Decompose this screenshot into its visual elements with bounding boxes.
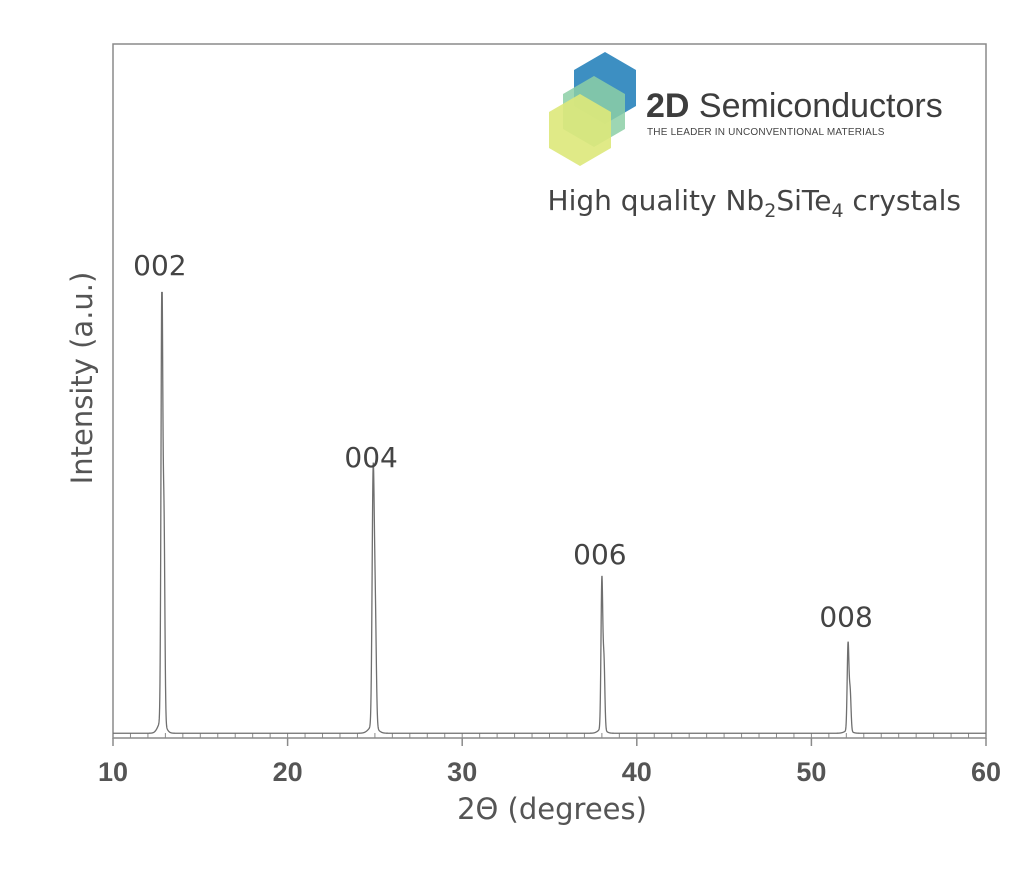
y-axis-title: Intensity (a.u.) [65, 272, 99, 485]
brand-name-rest: Semiconductors [689, 87, 942, 125]
plot-frame [112, 43, 987, 739]
peak-label-004: 004 [344, 441, 397, 474]
subtitle-prefix: High quality Nb [548, 184, 765, 217]
logo-hexagon-yellow [549, 94, 611, 166]
peak-labels: 002 004 006 008 [133, 249, 873, 633]
subtitle-sub-1: 2 [764, 200, 776, 222]
x-tick-label: 60 [971, 757, 1001, 787]
x-axis-title: 2Θ (degrees) [457, 792, 647, 826]
major-ticks [112, 738, 987, 746]
brand-name: 2D Semiconductors [646, 87, 943, 125]
x-tick-label: 10 [98, 757, 128, 787]
subtitle-middle: SiTe [776, 184, 831, 217]
tick-labels: 10 20 30 40 50 60 [98, 757, 1001, 787]
brand-name-bold: 2D [646, 87, 689, 125]
x-tick-label: 40 [622, 757, 652, 787]
x-tick-label: 20 [273, 757, 303, 787]
subtitle-sub-2: 4 [831, 200, 843, 222]
brand-tagline: THE LEADER IN UNCONVENTIONAL MATERIALS [647, 127, 885, 138]
peak-label-006: 006 [573, 538, 626, 571]
brand-logo [549, 52, 636, 166]
x-tick-label: 50 [796, 757, 826, 787]
x-tick-label: 30 [447, 757, 477, 787]
peak-label-008: 008 [819, 600, 872, 633]
chart-subtitle: High quality Nb2SiTe4 crystals [548, 184, 961, 222]
subtitle-suffix: crystals [844, 184, 961, 217]
diffraction-series-line [113, 291, 986, 734]
peak-label-002: 002 [133, 249, 186, 282]
